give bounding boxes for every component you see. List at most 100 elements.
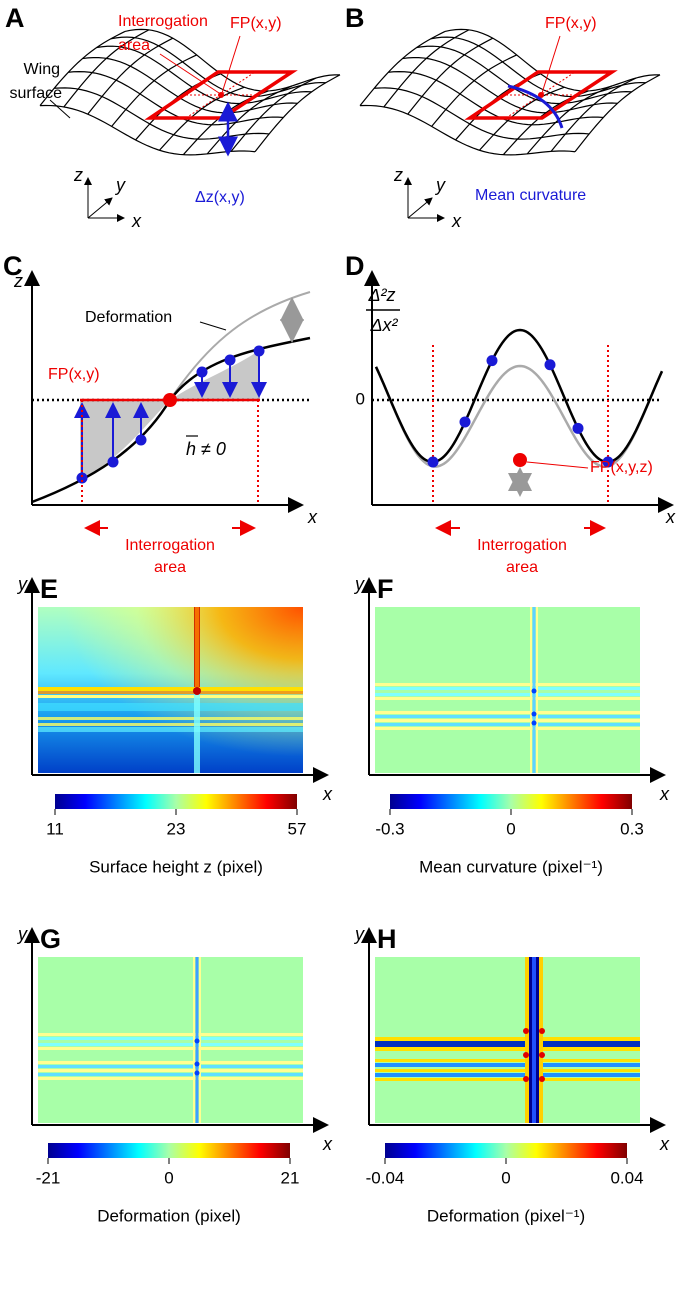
annotation: FP(x,y) <box>230 15 282 32</box>
annotation: area <box>118 37 150 54</box>
curvature-curve <box>374 328 664 464</box>
band <box>375 1037 640 1041</box>
heatmap-panel: Ey x 11 23 57 Surface height z (pixel) <box>16 574 333 877</box>
colorbar <box>385 1143 627 1158</box>
panel-letter: D <box>345 251 365 281</box>
axis-label: z <box>73 165 83 185</box>
panel-letter: F <box>377 574 394 604</box>
spot <box>523 1052 529 1058</box>
annotation: surface <box>10 85 63 102</box>
annotation: Interrogation <box>118 13 208 30</box>
band <box>375 683 640 686</box>
wing-mesh: z yx <box>39 28 341 231</box>
band <box>38 1047 303 1050</box>
mesh-line <box>388 70 604 126</box>
band <box>532 957 536 1123</box>
axis-label: x <box>665 507 676 527</box>
leader-line <box>221 35 241 94</box>
band <box>375 697 640 700</box>
leader-line <box>526 461 589 469</box>
leader-line <box>541 35 561 94</box>
colorbar <box>55 794 297 809</box>
colorbar-tick-label: 0 <box>501 1168 510 1187</box>
annotation: Interrogation <box>477 537 567 554</box>
annotation: FP(x,y) <box>545 15 597 32</box>
band <box>199 957 201 1123</box>
fp-dot <box>163 393 177 407</box>
spot <box>194 1061 200 1067</box>
band <box>375 1063 640 1067</box>
colorbar-tick-label: 57 <box>288 819 307 838</box>
panel-letter: H <box>377 924 397 954</box>
band <box>38 1077 303 1080</box>
band <box>375 715 640 718</box>
panel-letter: C <box>3 251 23 281</box>
dot <box>135 434 147 446</box>
fp-dot <box>513 453 527 467</box>
colorbar-label: Surface height z (pixel) <box>89 857 263 876</box>
spot <box>194 1070 200 1076</box>
dot <box>224 354 236 366</box>
mesh-line <box>402 56 618 114</box>
colorbar-label: Mean curvature (pixel⁻¹) <box>419 857 603 876</box>
panel-letter: G <box>40 924 61 954</box>
axis-label: 0 <box>356 389 365 408</box>
band <box>375 719 640 722</box>
band <box>38 723 303 726</box>
mesh-line <box>416 45 632 105</box>
colorbar-tick-label: 0 <box>164 1168 173 1187</box>
shaded-area <box>170 350 260 400</box>
spot <box>531 688 537 694</box>
band <box>375 1041 640 1047</box>
spot <box>193 687 201 695</box>
colorbar-tick-label: -0.3 <box>375 819 404 838</box>
dot <box>486 355 498 367</box>
band <box>38 717 303 720</box>
spot <box>531 711 537 717</box>
mesh-line <box>430 36 646 98</box>
axis-label: x <box>322 1134 333 1154</box>
band <box>375 693 640 696</box>
label-bg <box>108 516 232 578</box>
annotation: Mean curvature <box>475 187 586 204</box>
dot <box>107 456 119 468</box>
colorbar-tick-label: 11 <box>46 819 64 838</box>
axis <box>407 197 433 219</box>
deformed-curve <box>374 364 664 468</box>
band <box>38 1043 303 1046</box>
axis-label: y <box>16 574 28 594</box>
axis-label: Δx² <box>369 315 398 335</box>
label-bg <box>460 516 584 578</box>
band <box>375 687 640 690</box>
axis-label: x <box>131 211 142 231</box>
band <box>38 1061 303 1064</box>
axis-label: y <box>353 574 365 594</box>
dot <box>602 456 614 468</box>
band <box>38 1037 303 1040</box>
panel-c: C z Deformation FP(x,y) h ≠ 0 x Interrog… <box>3 251 318 578</box>
mesh-line <box>124 28 341 92</box>
axis-label: y <box>353 924 365 944</box>
colorbar-tick-label: 0.3 <box>620 819 644 838</box>
fp-dot <box>218 92 224 98</box>
mesh-line <box>359 104 576 156</box>
panel-d: D Δ²z Δx² 0 FP(x,y,z) x Interrogation ar… <box>345 251 676 578</box>
band <box>38 1033 303 1036</box>
axis-label: y <box>434 175 446 195</box>
heatmap-panel: Gy x -21 0 21 Deformation (pixel) <box>16 924 333 1226</box>
axis-label: y <box>114 175 126 195</box>
spot <box>531 720 537 726</box>
mesh-line <box>444 28 661 92</box>
band <box>530 607 532 773</box>
annotation: Δz(x,y) <box>195 189 245 206</box>
band <box>38 1065 303 1068</box>
axis-label: x <box>307 507 318 527</box>
spot <box>539 1052 545 1058</box>
annotation: Deformation <box>85 309 172 326</box>
axis <box>87 197 113 219</box>
annotation: FP(x,y) <box>48 366 100 383</box>
band <box>38 687 303 691</box>
band <box>38 695 303 698</box>
colorbar-tick-label: -0.04 <box>366 1168 405 1187</box>
